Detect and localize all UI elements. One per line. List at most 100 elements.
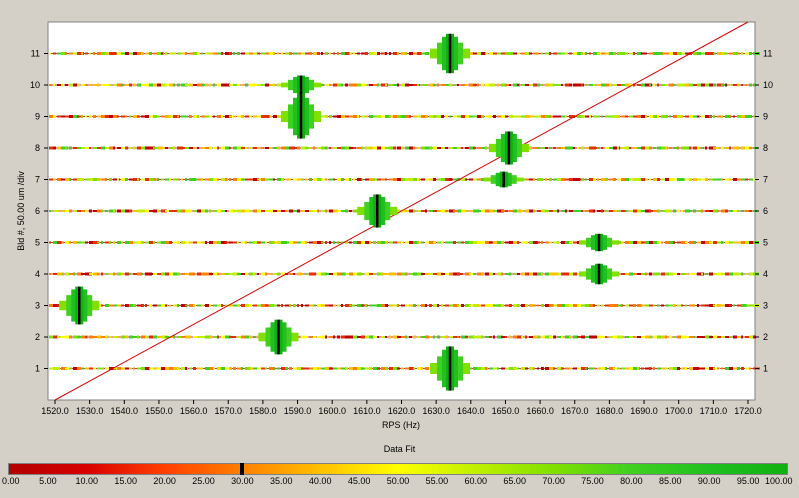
trace-segment (321, 210, 325, 212)
trace-segment (581, 178, 584, 181)
trace-segment (381, 367, 388, 370)
trace-segment (393, 178, 400, 181)
trace-segment (49, 210, 51, 212)
trace-segment (433, 84, 436, 86)
trace-segment (405, 83, 409, 87)
trace-segment (325, 304, 330, 307)
trace-segment (729, 241, 735, 244)
trace-segment (241, 335, 245, 339)
trace-segment (745, 52, 751, 55)
y-tick-label-left: 6 (35, 206, 40, 216)
trace-segment (417, 210, 421, 212)
trace-segment (705, 367, 709, 370)
trace-segment (137, 52, 143, 55)
trace-segment (177, 241, 180, 244)
trace-segment (709, 83, 716, 87)
trace-segment (489, 304, 495, 307)
trace-segment (697, 210, 702, 212)
colorbar-tick-label: 5.00 (39, 476, 57, 486)
trace-segment (145, 304, 147, 307)
trace-segment (437, 115, 443, 118)
trace-segment (165, 241, 169, 244)
trace-segment (473, 241, 480, 244)
trace-segment (657, 335, 661, 339)
trace-segment (441, 115, 444, 118)
trace-segment (705, 115, 712, 118)
trace-segment (133, 210, 139, 212)
trace-segment (637, 304, 642, 307)
trace-segment (137, 115, 140, 118)
trace-segment (733, 178, 737, 181)
trace-segment (217, 367, 222, 370)
trace-segment (497, 115, 503, 118)
trace-segment (477, 304, 483, 307)
trace-segment (741, 304, 747, 307)
x-tick-label: 1550.0 (145, 406, 173, 416)
trace-segment (557, 336, 562, 338)
trace-segment (145, 272, 152, 276)
trace-segment (665, 178, 669, 181)
blade-fit-10 (281, 75, 322, 95)
trace-segment (697, 178, 702, 181)
trace-segment (205, 147, 212, 149)
trace-segment (345, 367, 348, 370)
trace-segment (133, 146, 135, 150)
colorbar-marker[interactable] (240, 463, 245, 475)
trace-segment (77, 52, 84, 55)
trace-segment (461, 335, 468, 339)
trace-segment (737, 178, 742, 181)
trace-segment (413, 209, 415, 213)
trace-segment (709, 336, 716, 338)
trace-segment (449, 336, 454, 338)
trace-segment (321, 146, 328, 150)
trace-segment (73, 210, 77, 212)
trace-segment (557, 304, 562, 307)
trace-segment (709, 304, 715, 307)
trace-segment (97, 209, 103, 213)
trace-segment (57, 241, 62, 244)
trace-segment (725, 178, 731, 181)
trace-segment (533, 178, 535, 181)
trace-segment (749, 241, 753, 244)
trace-segment (81, 367, 84, 370)
trace-segment (265, 210, 269, 212)
trace-segment (69, 241, 71, 244)
trace-segment (201, 178, 203, 181)
trace-segment (525, 115, 530, 118)
trace-segment (593, 147, 597, 149)
trace-segment (317, 52, 320, 55)
trace-segment (109, 115, 114, 118)
trace-segment (649, 178, 651, 181)
trace-segment (421, 304, 425, 307)
trace-segment (489, 272, 494, 276)
trace-segment (501, 304, 504, 307)
trace-segment (749, 147, 752, 149)
trace-segment (293, 273, 295, 275)
trace-segment (713, 178, 719, 181)
trace-segment (477, 335, 481, 339)
trace-segment (141, 367, 145, 370)
trace-segment (157, 83, 162, 87)
trace-segment (57, 178, 62, 181)
trace-segment (225, 241, 232, 244)
trace-segment (397, 336, 403, 338)
trace-segment (205, 272, 212, 276)
colorbar-tick-label: 15.00 (114, 476, 137, 486)
trace-segment (93, 367, 96, 370)
trace-segment (241, 367, 243, 370)
trace-segment (645, 52, 647, 55)
trace-segment (725, 241, 730, 244)
trace-segment (369, 52, 376, 55)
trace-segment (509, 241, 515, 244)
trace-segment (737, 115, 741, 118)
trace-segment (349, 304, 355, 307)
trace-segment (93, 115, 96, 118)
trace-segment (661, 115, 666, 118)
trace-segment (673, 336, 676, 338)
trace-segment (337, 52, 339, 55)
trace-segment (101, 146, 105, 150)
trace-segment (513, 241, 517, 244)
trace-segment (313, 178, 320, 181)
trace-segment (649, 304, 653, 307)
trace-segment (413, 178, 420, 181)
